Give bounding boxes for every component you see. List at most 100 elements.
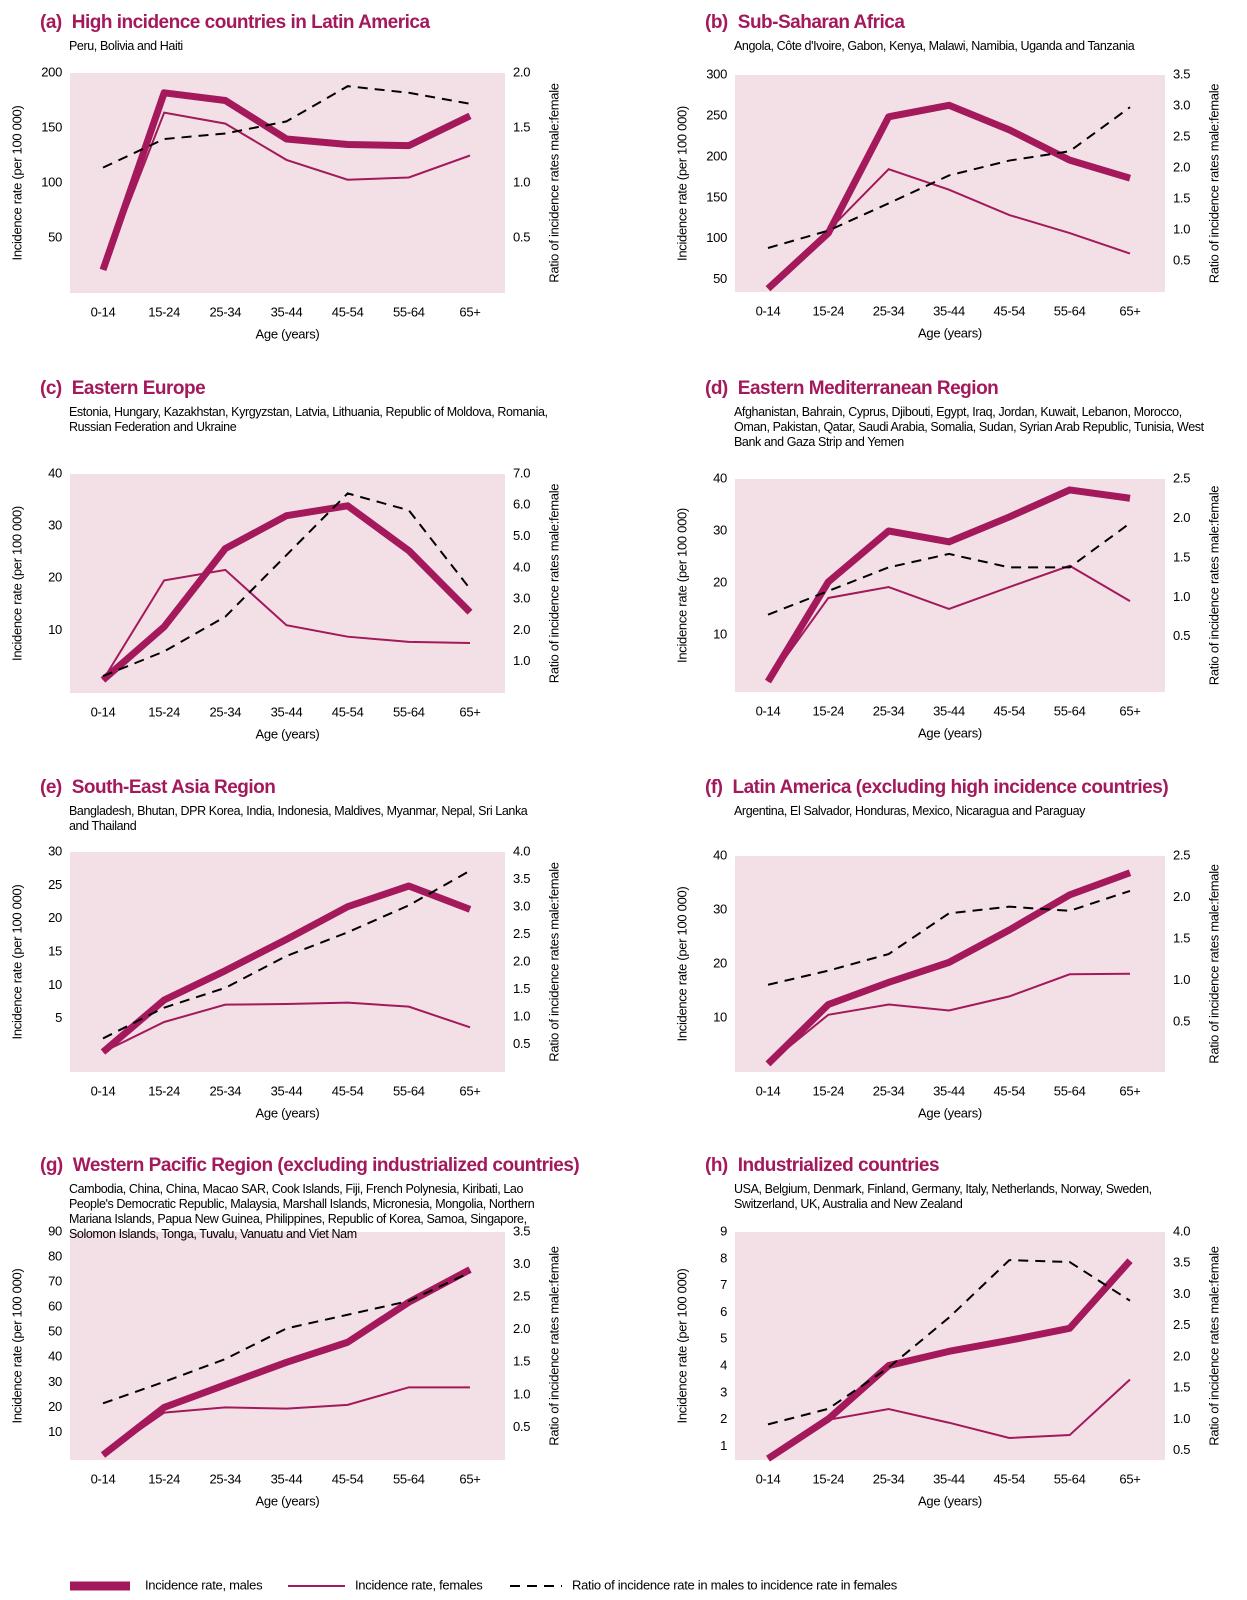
chart-subtitle: Estonia, Hungary, Kazakhstan, Kyrgyzstan… (69, 405, 548, 434)
x-tick-label: 45-54 (332, 1083, 364, 1098)
chart-subtitle: Afghanistan, Bahrain, Cyprus, Djibouti, … (734, 405, 1204, 449)
series-line (765, 869, 1132, 1067)
y-tick-label: 50 (48, 1324, 62, 1339)
y-tick-label: 70 (48, 1274, 62, 1289)
x-tick-label: 55-64 (393, 704, 425, 719)
series-line (102, 869, 471, 1040)
y-tick-label: 30 (48, 843, 62, 858)
y2-tick-label: 4.0 (513, 559, 530, 574)
y-tick-label: 50 (48, 229, 62, 244)
y-tick-label: 80 (48, 1248, 62, 1263)
plot-background (735, 1232, 1165, 1460)
title-text: High incidence countries in Latin Americ… (71, 12, 430, 33)
chart-subtitle: Peru, Bolivia and Haiti (69, 39, 183, 53)
y-tick-label: 40 (713, 847, 727, 862)
x-axis-title: Age (years) (918, 1493, 982, 1508)
y-tick-label: 30 (48, 518, 62, 533)
y2-tick-label: 0.5 (513, 229, 530, 244)
chart-title: (h) Industrialized countries (705, 1155, 940, 1177)
title-text: Industrialized countries (737, 1155, 940, 1176)
y2-axis-title: Ratio of incidence rates male:female (1206, 864, 1221, 1064)
x-axis-title: Age (years) (256, 326, 320, 341)
x-tick-label: 35-44 (271, 1471, 303, 1486)
x-tick-label: 15-24 (148, 1083, 180, 1098)
y2-axis-title: Ratio of incidence rates male:female (1206, 1246, 1221, 1446)
y-tick-label: 20 (48, 1399, 62, 1414)
y2-tick-label: 2.0 (1173, 159, 1190, 174)
x-tick-label: 15-24 (812, 1083, 844, 1098)
y2-tick-label: 3.0 (1173, 97, 1190, 112)
x-tick-label: 15-24 (812, 703, 844, 718)
y-tick-label: 20 (48, 570, 62, 585)
x-tick-label: 35-44 (271, 1083, 303, 1098)
y-tick-label: 100 (41, 174, 62, 189)
x-axis-title: Age (years) (256, 1105, 320, 1120)
y-tick-label: 90 (48, 1223, 62, 1238)
title-text: Western Pacific Region (excluding indust… (72, 1155, 580, 1176)
y-axis-title: Incidence rate (per 100 000) (9, 106, 24, 261)
y2-tick-label: 1.5 (513, 119, 530, 134)
x-tick-label: 25-34 (209, 304, 241, 319)
plot-background (735, 479, 1165, 692)
series-line (102, 85, 471, 169)
y-tick-label: 150 (41, 119, 62, 134)
y2-tick-label: 1.0 (513, 1008, 530, 1023)
x-tick-label: 65+ (459, 304, 480, 319)
y-tick-label: 6 (720, 1304, 727, 1319)
x-tick-label: 65+ (1119, 1083, 1140, 1098)
y2-tick-label: 3.5 (1173, 66, 1190, 81)
y-axis-title: Incidence rate (per 100 000) (9, 885, 24, 1040)
series-line (767, 1378, 1131, 1460)
y2-tick-label: 2.5 (1173, 847, 1190, 862)
y2-axis-title: Ratio of incidence rates male:female (1206, 486, 1221, 686)
y2-tick-label: 0.5 (513, 1036, 530, 1051)
x-tick-label: 45-54 (332, 1471, 364, 1486)
x-tick-label: 35-44 (271, 304, 303, 319)
legend-label: Incidence rate, males (145, 1577, 263, 1592)
chart-subtitle: Cambodia, China, China, Macao SAR, Cook … (69, 1182, 535, 1241)
x-tick-label: 0-14 (756, 1083, 781, 1098)
y2-tick-label: 2.5 (513, 926, 530, 941)
x-tick-label: 25-34 (873, 303, 905, 318)
series-line (767, 106, 1131, 249)
y-tick-label: 20 (713, 574, 727, 589)
title-text: Latin America (excluding high incidence … (732, 777, 1169, 798)
series-line (100, 1266, 472, 1458)
series-line (100, 882, 472, 1055)
x-tick-label: 15-24 (148, 304, 180, 319)
x-tick-label: 45-54 (993, 1083, 1025, 1098)
series-line (765, 486, 1131, 684)
x-tick-label: 0-14 (756, 703, 781, 718)
series-line (102, 568, 471, 681)
y-tick-label: 7 (720, 1277, 727, 1292)
y2-tick-label: 2.0 (513, 1321, 530, 1336)
x-tick-label: 55-64 (1054, 1083, 1086, 1098)
y2-tick-label: 3.5 (1173, 1255, 1190, 1270)
x-tick-label: 0-14 (91, 704, 116, 719)
legend-label: Incidence rate, females (355, 1577, 483, 1592)
x-tick-label: 45-54 (993, 303, 1025, 318)
y2-tick-label: 2.5 (1173, 470, 1190, 485)
y-axis-title: Incidence rate (per 100 000) (9, 1269, 24, 1424)
series-line (102, 111, 471, 271)
y-tick-label: 10 (48, 622, 62, 637)
y2-tick-label: 3.0 (513, 591, 530, 606)
chart-subtitle: USA, Belgium, Denmark, Finland, Germany,… (734, 1182, 1152, 1211)
chart-title: (g) Western Pacific Region (excluding ind… (40, 1155, 580, 1177)
chart-title: (b) Sub-Saharan Africa (705, 12, 905, 34)
chart-title: (c) Eastern Europe (40, 378, 206, 400)
y-tick-label: 250 (706, 107, 727, 122)
y2-tick-label: 1.0 (513, 1386, 530, 1401)
x-tick-label: 65+ (1119, 303, 1140, 318)
chart-title: (a) High incidence countries in Latin Ame… (40, 12, 430, 34)
plot-background (70, 73, 505, 293)
y-tick-label: 5 (55, 1010, 62, 1025)
y2-tick-label: 3.0 (1173, 1286, 1190, 1301)
y2-tick-label: 1.5 (1173, 549, 1190, 564)
y-tick-label: 200 (41, 64, 62, 79)
x-tick-label: 45-54 (332, 304, 364, 319)
y-tick-label: 10 (48, 977, 62, 992)
series-line (767, 1259, 1131, 1426)
